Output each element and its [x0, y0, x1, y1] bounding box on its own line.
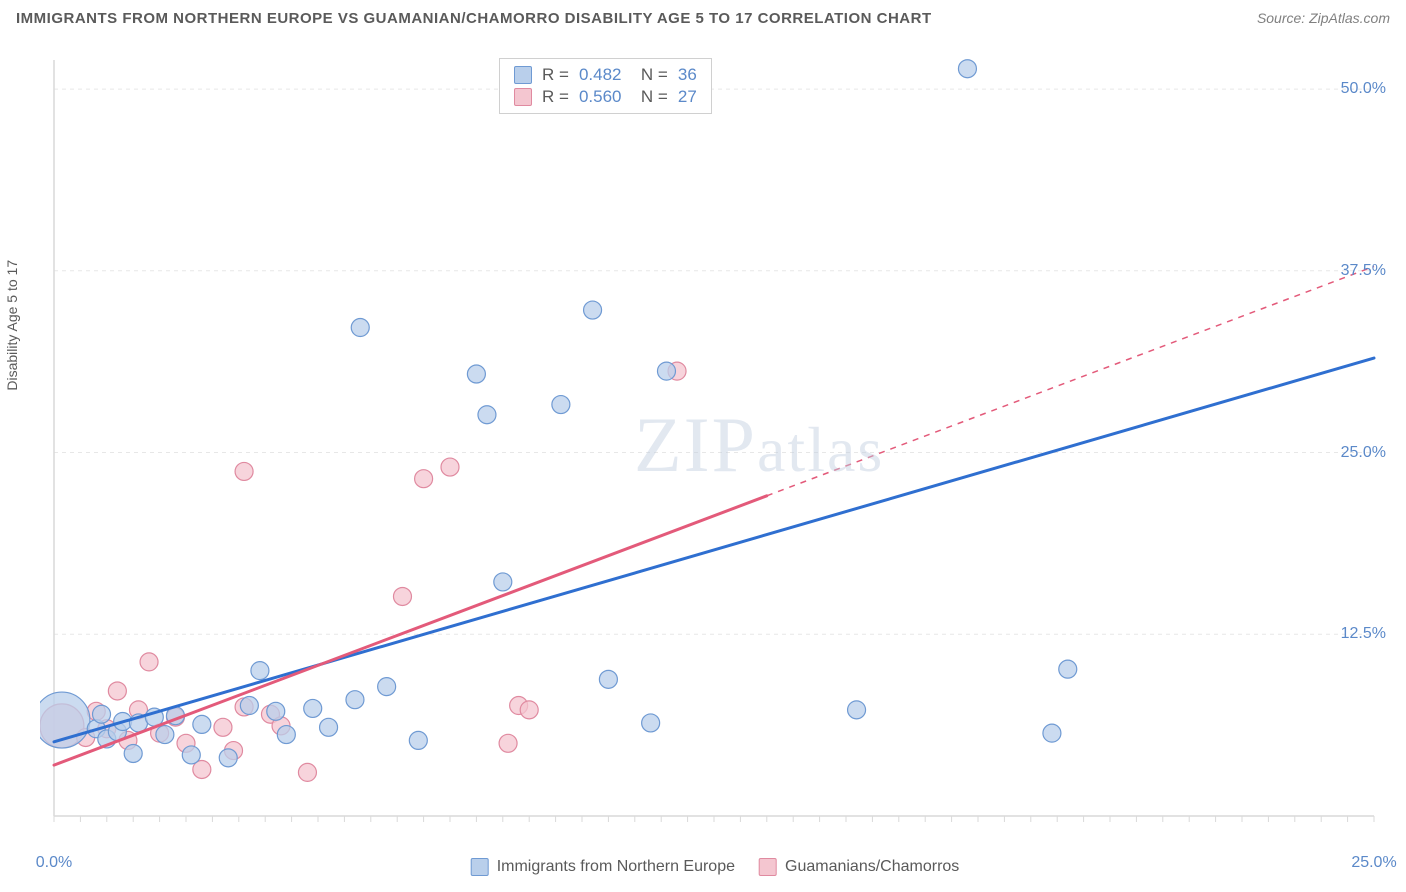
x-axis-legend: Immigrants from Northern Europe Guamania… — [471, 858, 960, 876]
chart-container: Disability Age 5 to 17 R = 0.482 N = 36 … — [40, 48, 1390, 848]
y-tick-label: 12.5% — [1341, 625, 1386, 643]
y-tick-label: 50.0% — [1341, 80, 1386, 98]
y-tick-label: 25.0% — [1341, 444, 1386, 462]
chart-title: IMMIGRANTS FROM NORTHERN EUROPE VS GUAMA… — [16, 10, 932, 27]
chart-source: Source: ZipAtlas.com — [1257, 10, 1390, 26]
swatch-series-1 — [514, 88, 532, 106]
y-axis-label: Disability Age 5 to 17 — [4, 260, 20, 391]
stats-R-label: R = — [542, 65, 569, 85]
stats-N-label: N = — [631, 87, 667, 107]
x-tick-label: 25.0% — [1351, 854, 1396, 872]
stats-N-label: N = — [631, 65, 667, 85]
swatch-series-0 — [514, 66, 532, 84]
legend-label-1: Guamanians/Chamorros — [785, 858, 959, 876]
stats-legend: R = 0.482 N = 36 R = 0.560 N = 27 — [499, 58, 712, 114]
stats-R-label: R = — [542, 87, 569, 107]
scatter-plot-svg — [40, 48, 1390, 848]
x-tick-label: 0.0% — [36, 854, 72, 872]
stats-R-0: 0.482 — [579, 65, 622, 85]
legend-item-0: Immigrants from Northern Europe — [471, 858, 735, 876]
stats-row-1: R = 0.560 N = 27 — [514, 87, 697, 107]
stats-N-1: 27 — [678, 87, 697, 107]
swatch-series-0 — [471, 858, 489, 876]
swatch-series-1 — [759, 858, 777, 876]
legend-label-0: Immigrants from Northern Europe — [497, 858, 735, 876]
stats-row-0: R = 0.482 N = 36 — [514, 65, 697, 85]
y-tick-label: 37.5% — [1341, 262, 1386, 280]
stats-R-1: 0.560 — [579, 87, 622, 107]
legend-item-1: Guamanians/Chamorros — [759, 858, 959, 876]
stats-N-0: 36 — [678, 65, 697, 85]
